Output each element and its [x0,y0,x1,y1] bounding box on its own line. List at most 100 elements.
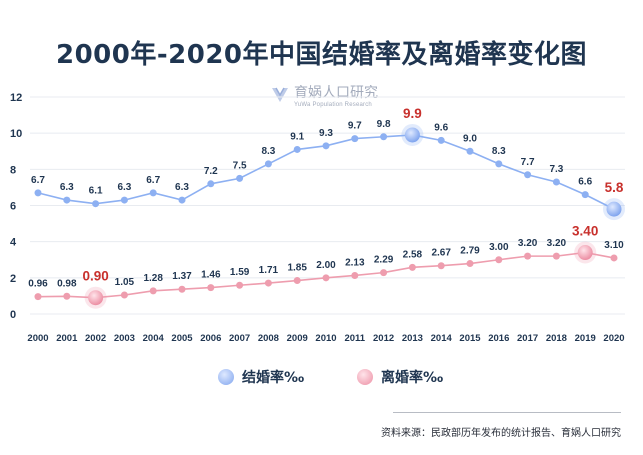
marriage-data-label: 6.3 [60,182,74,193]
legend-divorce-dot [357,369,373,385]
x-tick-label: 2006 [200,333,221,344]
marriage-point [437,136,445,144]
marriage-data-label: 6.3 [175,182,189,193]
marriage-data-label: 9.9 [403,106,422,121]
marriage-data-label: 6.3 [117,182,131,193]
divorce-point [149,287,157,295]
x-tick-label: 2000 [27,333,48,344]
marriage-data-label: 6.7 [146,175,160,186]
divorce-point [466,260,474,268]
divorce-point [178,285,186,293]
logo-icon [272,87,288,102]
marriage-point [120,196,128,204]
y-tick-label: 2 [10,273,16,285]
divorce-data-label: 0.98 [57,278,77,289]
divorce-data-label: 1.37 [172,271,192,282]
marriage-data-label: 9.8 [377,119,391,130]
divorce-point [63,292,71,300]
marriage-data-label: 6.7 [31,175,45,186]
x-tick-label: 2015 [459,333,481,344]
y-tick-label: 12 [10,92,22,104]
marriage-point [236,174,244,182]
marriage-point [63,196,71,204]
marriage-data-label: 7.2 [204,166,218,177]
marriage-point [581,191,589,199]
divorce-point [408,263,416,271]
x-tick-label: 2009 [287,333,308,344]
divorce-point [552,252,560,260]
marriage-data-label: 9.7 [348,121,362,132]
marriage-data-label: 7.3 [549,164,563,175]
marriage-highlight-point [404,127,420,143]
divorce-highlight-point [577,245,593,261]
marriage-data-label: 7.5 [233,160,247,171]
marriage-point [466,147,474,155]
divorce-point [293,277,301,285]
marriage-point [34,189,42,197]
divorce-data-label: 1.46 [201,270,221,281]
line-chart: 0 2 4 6 8 10 12 2000 2001 2002 2003 2004 2005 2006 200… [10,92,625,344]
divorce-highlight-point [88,290,104,306]
divorce-point [610,254,618,262]
divorce-data-label: 2.29 [374,255,394,266]
divorce-point [207,284,215,292]
divorce-data-label: 2.58 [403,249,423,260]
marriage-data-label: 9.3 [319,128,333,139]
divorce-data-label: 3.20 [547,238,567,249]
x-tick-label: 2014 [431,333,453,344]
divorce-data-label: 2.67 [431,248,451,259]
marriage-data-label: 8.3 [492,146,506,157]
marriage-point [293,145,301,153]
marriage-point [552,178,560,186]
divorce-point [264,279,272,287]
divorce-data-label: 0.96 [28,279,48,290]
x-tick-label: 2008 [258,333,279,344]
marriage-point [495,160,503,168]
divorce-data-label: 2.00 [316,260,336,271]
marriage-point [322,142,330,150]
divorce-point [380,269,388,277]
marriage-data-label: 9.6 [434,122,448,133]
x-tick-label: 2002 [85,333,106,344]
divorce-point [437,262,445,270]
divorce-data-label: 2.79 [460,246,480,257]
marriage-point [92,200,100,208]
divorce-data-label: 2.13 [345,257,365,268]
marriage-data-label: 8.3 [261,146,275,157]
divorce-point [120,291,128,299]
marriage-highlight-point [606,201,622,217]
chart-title: 2000年-2020年中国结婚率及离婚率变化图 [55,40,588,70]
x-tick-label: 2012 [373,333,394,344]
divorce-data-label: 1.71 [259,265,279,276]
divorce-data-label: 1.28 [143,273,163,284]
x-tick-label: 2019 [575,333,596,344]
divorce-data-label: 1.85 [287,263,307,274]
x-tick-label: 2005 [171,333,193,344]
watermark-subtitle: YuWa Population Research [294,102,372,108]
marriage-data-label: 6.1 [89,186,103,197]
marriage-data-label: 7.7 [521,157,535,168]
divorce-point [351,271,359,279]
divorce-data-label: 3.20 [518,238,538,249]
marriage-point [264,160,272,168]
divorce-data-label: 3.00 [489,242,509,253]
divorce-data-label: 1.05 [115,277,135,288]
x-tick-label: 2003 [114,333,135,344]
x-tick-label: 2016 [488,333,509,344]
x-tick-label: 2018 [546,333,567,344]
legend-marriage: 结婚率‰ [218,367,304,387]
marriage-data-label: 9.0 [463,133,477,144]
x-tick-label: 2013 [402,333,423,344]
y-tick-label: 8 [10,164,16,176]
x-tick-label: 2004 [143,333,165,344]
divorce-point [495,256,503,264]
divorce-data-label: 3.10 [604,240,624,251]
marriage-point [178,196,186,204]
divorce-data-label: 1.59 [230,267,250,278]
source-divider [393,412,621,413]
marriage-point [351,135,359,143]
x-tick-label: 2017 [517,333,538,344]
marriage-point [149,189,157,197]
legend-marriage-label: 结婚率‰ [242,370,305,386]
y-tick-label: 10 [10,128,22,140]
